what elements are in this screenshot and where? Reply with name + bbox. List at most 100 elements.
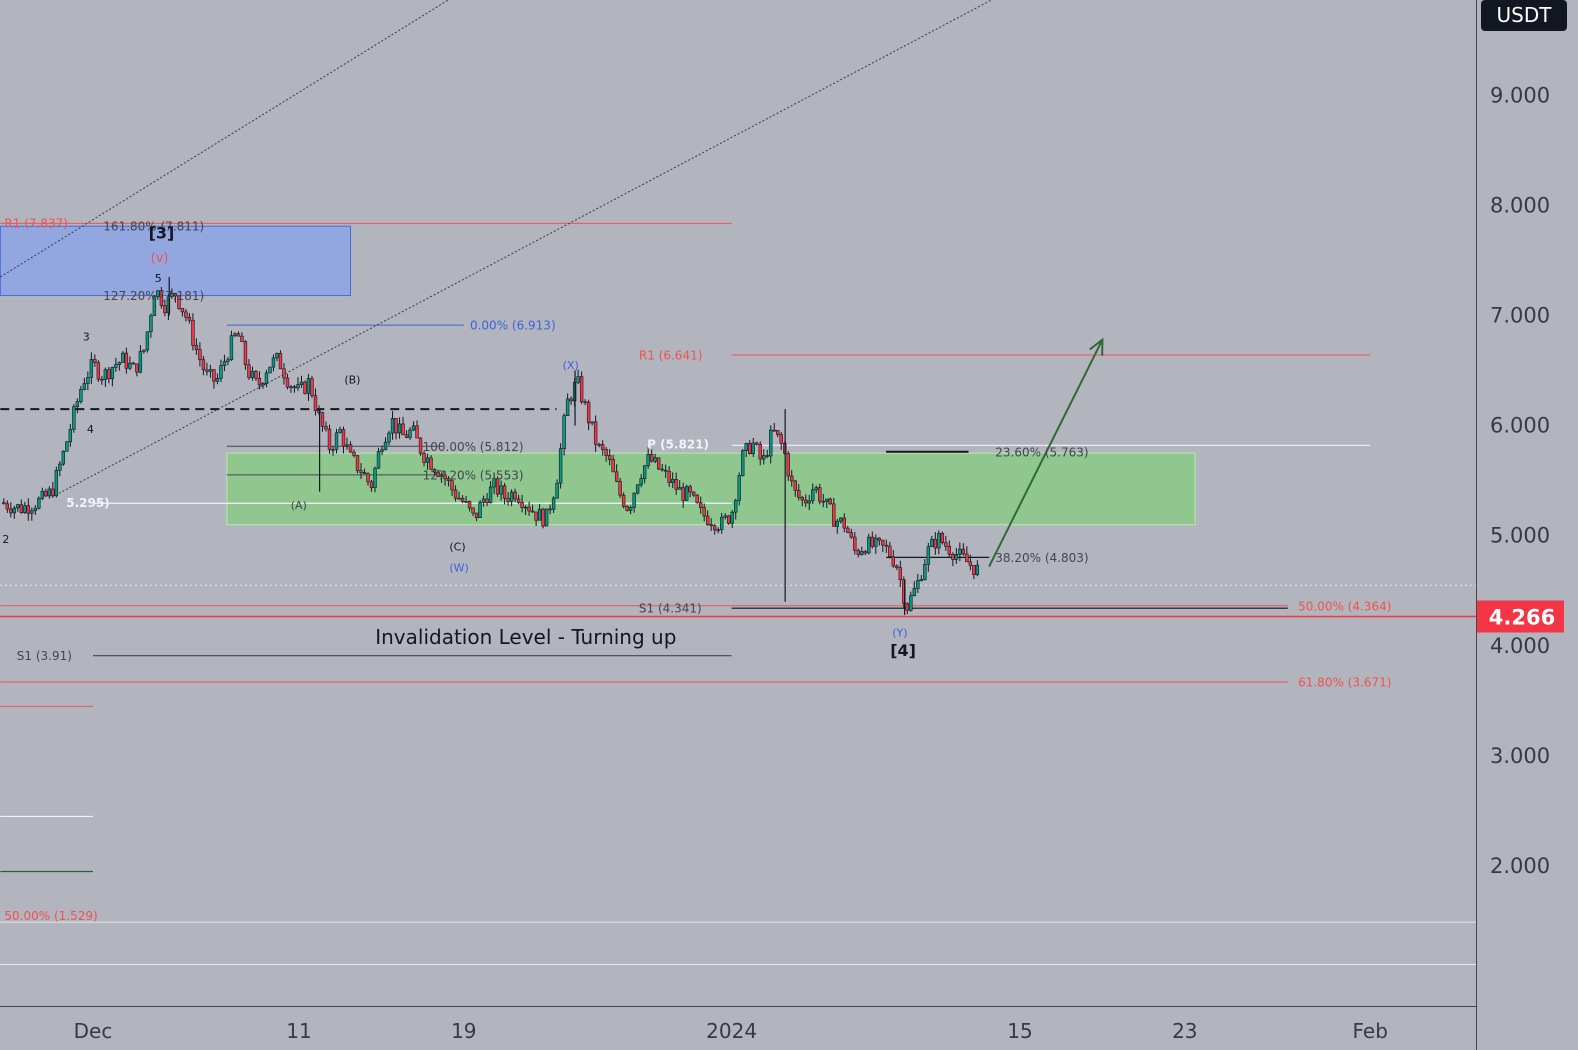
candle-body — [187, 316, 192, 321]
candle-body — [429, 457, 433, 470]
candle-body — [565, 398, 570, 417]
candle-body — [800, 496, 804, 501]
candle — [429, 455, 433, 471]
candle — [82, 377, 87, 391]
candle-body — [527, 506, 531, 512]
candle — [727, 514, 731, 525]
price-axis[interactable] — [1477, 0, 1578, 1050]
time-axis-ticks: Dec 11 19 2024 15 23 Feb — [74, 1019, 1388, 1043]
candle-body — [439, 474, 444, 477]
candle — [488, 481, 493, 504]
candle-body — [632, 492, 636, 508]
candle — [184, 308, 188, 322]
candle — [72, 404, 76, 433]
candle-body — [968, 561, 973, 566]
candle — [243, 340, 248, 370]
candle — [61, 450, 66, 466]
candle-body — [674, 478, 678, 490]
candle-body — [628, 507, 633, 511]
candle — [450, 478, 454, 496]
r1-right-label: R1 (6.641) — [639, 348, 703, 362]
candle-body — [492, 478, 496, 488]
candle — [289, 384, 293, 393]
candle — [47, 486, 52, 499]
candle — [240, 332, 244, 342]
candle-body — [895, 565, 899, 568]
candle-body — [369, 481, 374, 489]
candle — [804, 494, 808, 508]
candle-body — [720, 516, 724, 531]
wave-4-label: 4 — [87, 423, 94, 436]
candle — [793, 479, 797, 497]
candle-body — [464, 501, 468, 503]
candle — [352, 449, 356, 458]
price-tick-label: 3.000 — [1490, 744, 1550, 768]
candle — [390, 411, 395, 440]
candle — [734, 498, 738, 520]
candle — [338, 426, 342, 434]
candle-body — [723, 515, 727, 518]
candle-body — [888, 545, 892, 558]
candle-body — [12, 507, 17, 514]
candle-body — [268, 366, 272, 374]
candle — [215, 373, 220, 385]
candle-body — [649, 453, 654, 462]
candle-body — [471, 507, 475, 514]
candle — [86, 371, 90, 391]
time-tick-label: 11 — [286, 1019, 311, 1043]
time-tick-label: Dec — [74, 1019, 113, 1043]
candle — [264, 369, 269, 388]
candle — [916, 573, 920, 594]
candle-body — [513, 491, 517, 500]
candle — [117, 361, 122, 371]
candle — [874, 534, 878, 554]
wave-5-label: 5 — [155, 272, 162, 285]
candle-body — [877, 537, 882, 541]
candle — [951, 552, 955, 567]
candle — [947, 540, 952, 557]
candle — [818, 483, 822, 505]
candle — [537, 504, 542, 521]
candle — [674, 472, 678, 495]
candle-body — [923, 564, 927, 580]
candle-body — [481, 498, 486, 503]
invalidation-label: Invalidation Level - Turning up — [375, 625, 676, 649]
candle-body — [488, 486, 493, 504]
candle — [149, 313, 153, 338]
pivot-label: P (5.821) — [647, 438, 709, 452]
candle — [415, 420, 419, 439]
candle — [937, 530, 941, 555]
candle-body — [397, 423, 402, 434]
candle — [131, 361, 136, 365]
candle — [299, 375, 304, 388]
candle-body — [663, 469, 668, 472]
candle-body — [387, 432, 391, 443]
candle — [355, 455, 360, 474]
candle-body — [737, 475, 741, 501]
candle — [194, 338, 199, 355]
channel-upper-line — [0, 0, 450, 278]
candle-body — [278, 352, 283, 370]
candle-body — [236, 333, 241, 337]
candle-body — [972, 565, 976, 576]
candle — [776, 430, 780, 438]
wave-4-bracket-label: [4] — [890, 641, 916, 660]
candle-body — [362, 472, 367, 474]
candle — [233, 332, 237, 338]
candle-body — [201, 359, 206, 371]
candle-body — [779, 434, 783, 444]
projection-arrow-head — [1089, 337, 1104, 356]
candle — [303, 380, 307, 395]
candle — [334, 428, 339, 454]
candle — [446, 476, 451, 487]
candle-body — [709, 524, 713, 527]
candle — [590, 421, 594, 426]
candle-body — [121, 352, 125, 363]
wave-3-label: [3] — [149, 224, 175, 243]
candle — [926, 542, 931, 572]
candle — [670, 472, 675, 489]
candle — [457, 491, 461, 500]
candle-body — [586, 401, 591, 424]
candle — [306, 373, 311, 401]
